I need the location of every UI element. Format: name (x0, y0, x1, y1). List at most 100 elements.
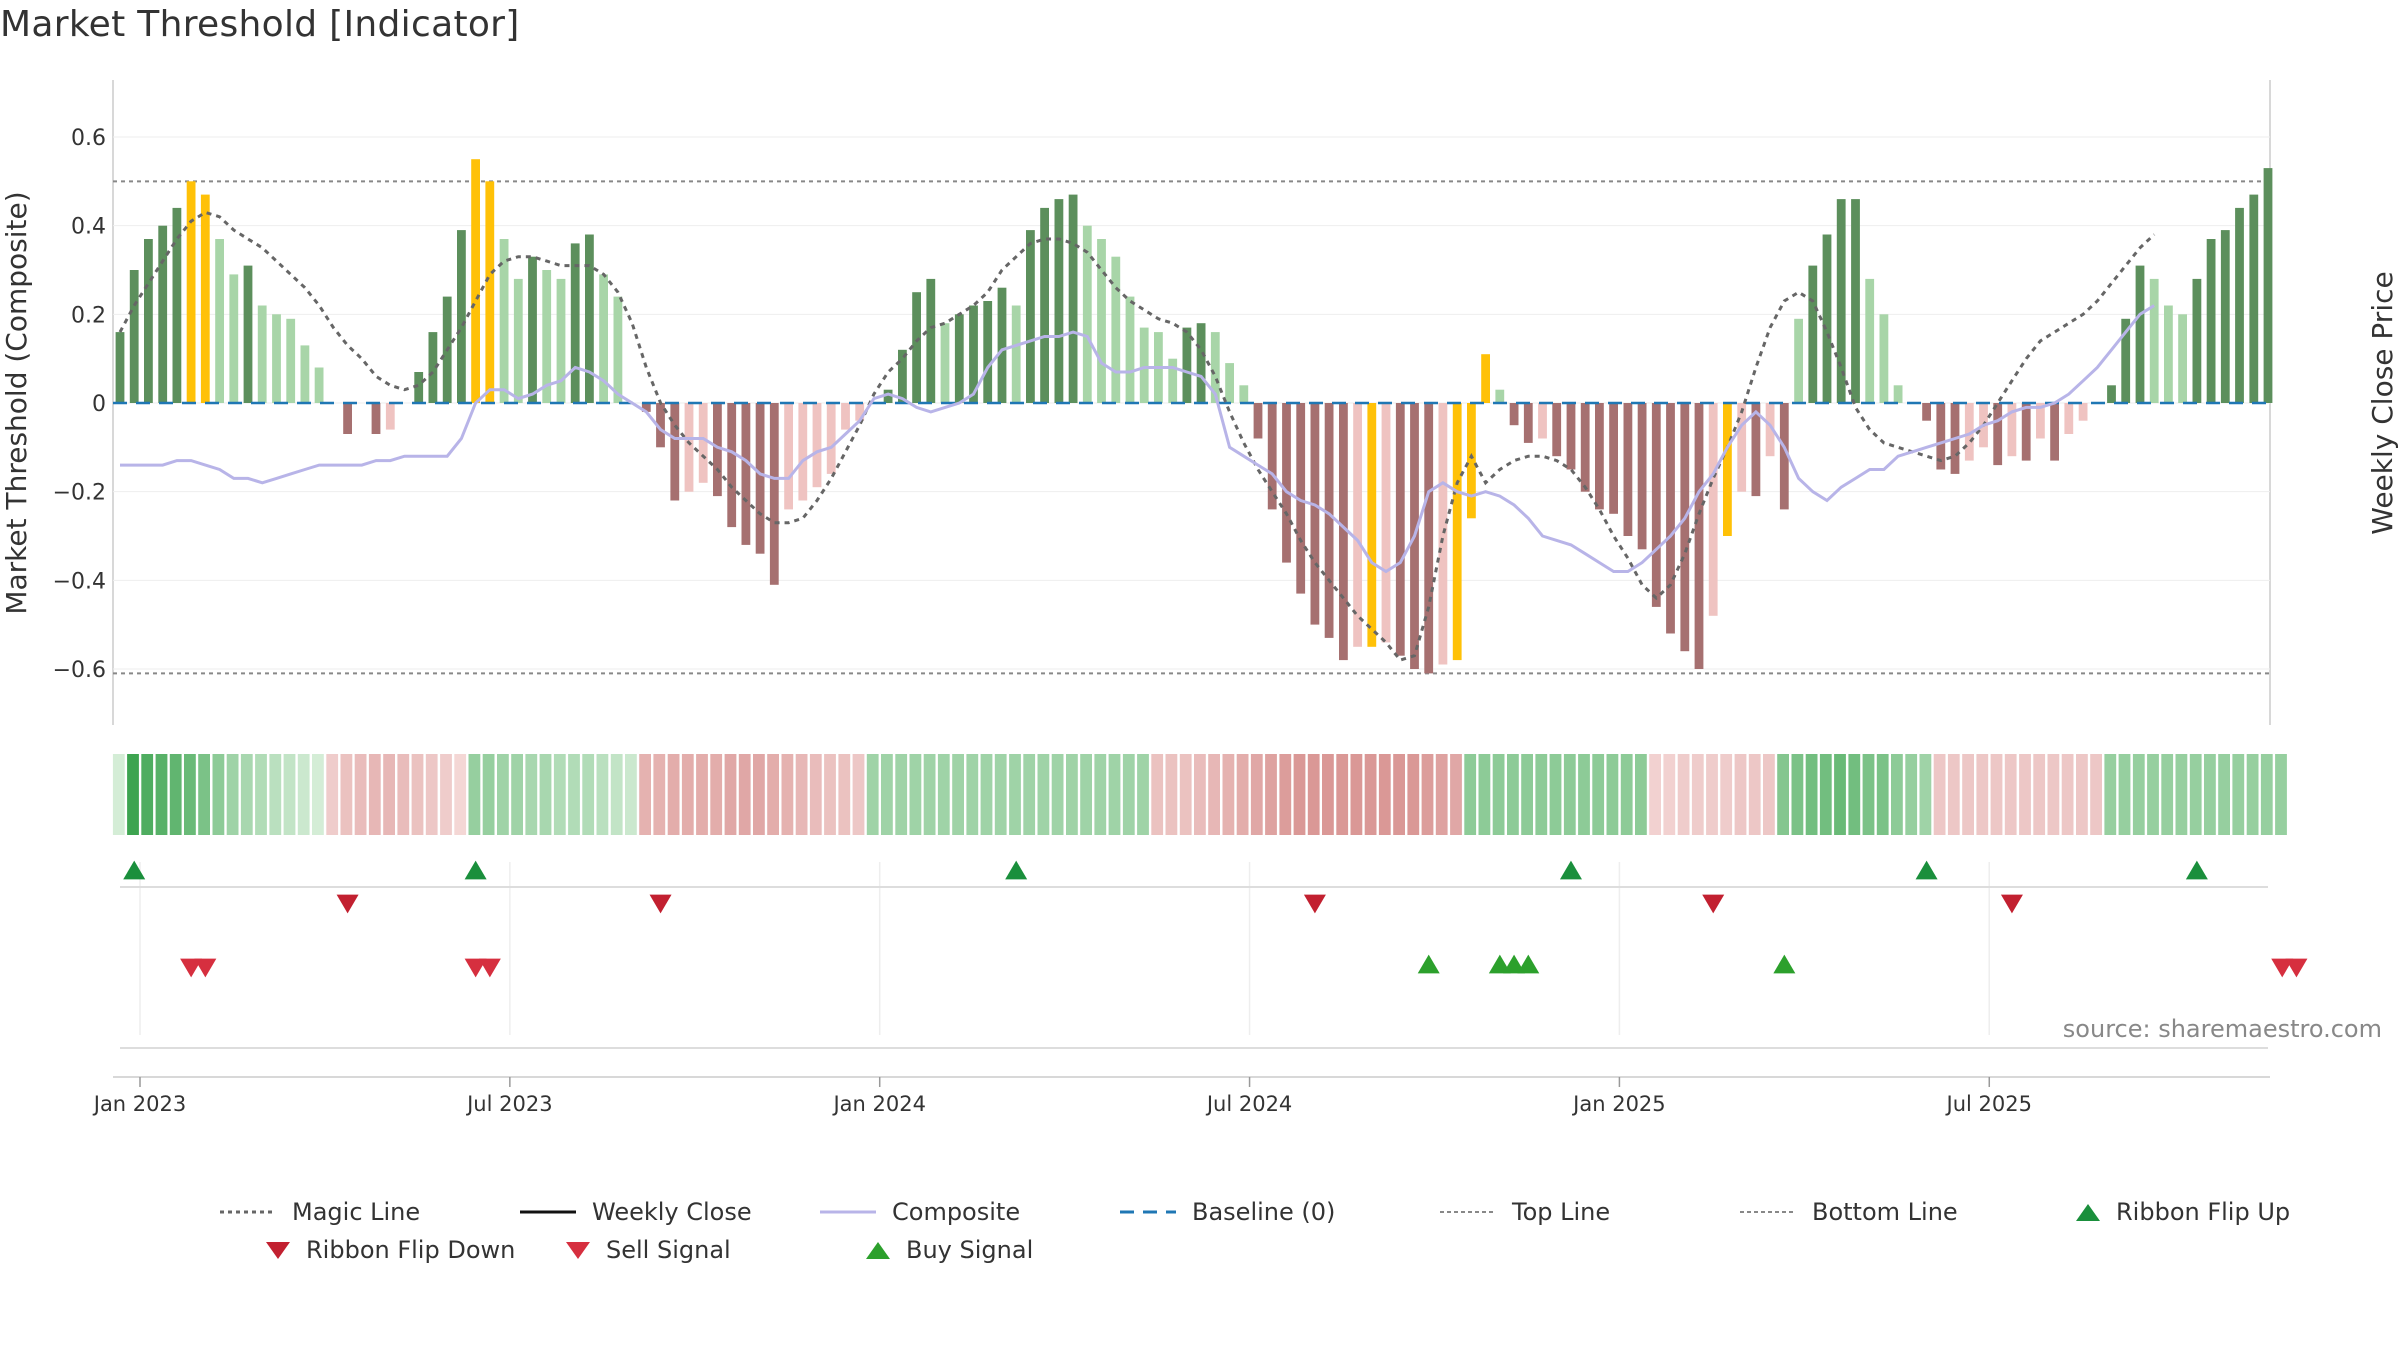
threshold-bar (954, 314, 964, 403)
left-tick-label: −0.2 (53, 481, 106, 506)
page-title: Market Threshold [Indicator] (0, 4, 520, 45)
threshold-bar (1993, 403, 2003, 466)
ribbon-cell (1919, 754, 1932, 835)
threshold-bar (1794, 318, 1803, 403)
threshold-bar (172, 207, 182, 403)
threshold-bar (1595, 403, 1604, 510)
threshold-bar (1879, 314, 1889, 403)
threshold-bar (1182, 327, 1192, 403)
buy-signal-marker (1417, 954, 1440, 974)
sell-signal-marker (478, 958, 501, 978)
threshold-bar (769, 403, 779, 585)
threshold-bar (969, 305, 978, 403)
legend-item: Ribbon Flip Up (2060, 1198, 2290, 1226)
threshold-bar (1267, 403, 1277, 510)
ribbon-cell (667, 754, 680, 835)
left-tick-label: 0.4 (71, 215, 106, 240)
threshold-bar (883, 389, 893, 403)
legend-item: Composite (820, 1198, 1020, 1226)
magic-line (118, 210, 2156, 662)
threshold-bar (1765, 403, 1775, 457)
ribbon-cell (511, 754, 523, 835)
ribbon-cell (1848, 754, 1861, 835)
ribbon-cell (582, 754, 595, 835)
threshold-bar (200, 194, 210, 403)
legend-label: Buy Signal (906, 1236, 1034, 1264)
threshold-bar (1040, 207, 1049, 403)
sell-signal-marker (2285, 958, 2308, 978)
ribbon-cell (2118, 754, 2131, 835)
composite-bars (115, 159, 2273, 674)
ribbon-cell (1066, 754, 1078, 835)
threshold-bar (841, 403, 850, 430)
threshold-bar (940, 323, 950, 403)
threshold-bar (1893, 385, 1903, 403)
threshold-bar (542, 270, 552, 403)
ribbon-cell (2047, 754, 2060, 835)
ribbon-cell (539, 754, 552, 835)
threshold-bar (1168, 358, 1178, 403)
threshold-bar (2206, 239, 2216, 403)
ribbon-cell (1450, 754, 1462, 835)
dashed-line-icon (1120, 1210, 1176, 1214)
threshold-bar (1225, 363, 1234, 403)
threshold-bar (1822, 234, 1832, 403)
source-credit: source: sharemaestro.com (2062, 1015, 2382, 1043)
ribbon-flip-down-marker (336, 894, 359, 914)
threshold-bar (1367, 403, 1377, 647)
ribbon-cell (497, 754, 509, 835)
x-tick-label: Jan 2024 (831, 1092, 926, 1116)
threshold-bar (926, 278, 936, 403)
threshold-bar (1964, 403, 1974, 461)
ribbon-cell (1805, 754, 1818, 835)
ribbon-cell (1891, 754, 1903, 835)
threshold-bar (1139, 327, 1149, 403)
ribbon-cell (838, 754, 851, 835)
ribbon-cell (1834, 754, 1846, 835)
threshold-bar (1310, 403, 1320, 625)
ribbon-cell (1620, 754, 1633, 835)
threshold-bar (826, 403, 836, 474)
threshold-bar (2235, 207, 2244, 403)
threshold-bar (1509, 403, 1519, 426)
ribbon-cell (312, 754, 324, 835)
ribbon-cell (1037, 754, 1050, 835)
threshold-bar (2021, 403, 2031, 461)
ribbon-cell (226, 754, 239, 835)
ribbon-cell (1478, 754, 1491, 835)
ribbon-cell (212, 754, 225, 835)
ribbon-cell (155, 754, 168, 835)
ribbon-cell (1635, 754, 1647, 835)
ribbon-cell (1179, 754, 1192, 835)
ribbon-cell (383, 754, 395, 835)
ribbon-cell (1307, 754, 1320, 835)
threshold-bar (2149, 278, 2159, 403)
ribbon-cell (169, 754, 182, 835)
threshold-bar (257, 305, 267, 403)
ribbon-cell (937, 754, 950, 835)
ribbon-cell (112, 754, 125, 835)
threshold-bar (2121, 318, 2131, 403)
dotted-gray-line-icon (1440, 1211, 1496, 1213)
threshold-bar (599, 274, 608, 403)
x-tick-label: Jan 2023 (92, 1092, 187, 1116)
threshold-bar (2263, 168, 2273, 403)
threshold-bar (2220, 230, 2230, 403)
ribbon-cell (966, 754, 979, 835)
ribbon-cell (2033, 754, 2046, 835)
ribbon-cell (1748, 754, 1761, 835)
ribbon-cell (2090, 754, 2102, 835)
threshold-bar (2036, 403, 2045, 439)
ribbon-cell (596, 754, 609, 835)
threshold-bar (229, 274, 239, 403)
threshold-bar (2164, 305, 2173, 403)
ribbon-cell (2076, 754, 2088, 835)
ribbon-flip-up-marker (464, 860, 487, 880)
ribbon-cell (1677, 754, 1690, 835)
composite-line-icon (820, 1210, 876, 1214)
threshold-bar (343, 403, 352, 434)
sell-signal-marker (194, 958, 217, 978)
threshold-bar (1239, 385, 1249, 403)
ribbon-cell (1720, 754, 1733, 835)
ribbon-cell (1976, 754, 1989, 835)
